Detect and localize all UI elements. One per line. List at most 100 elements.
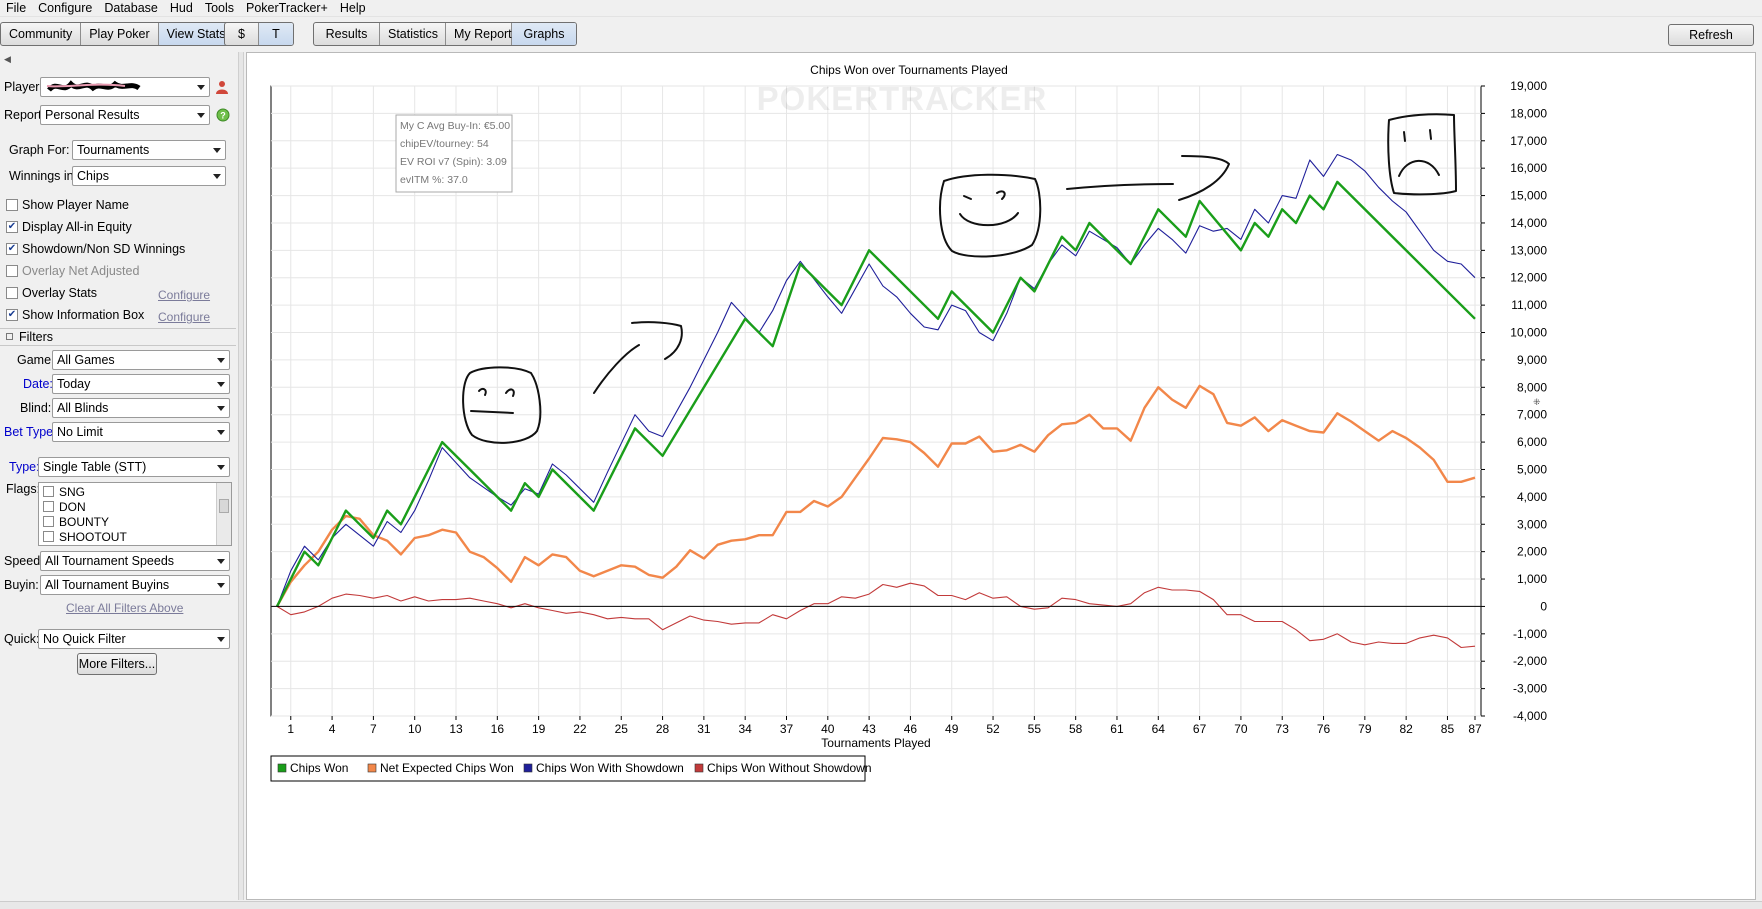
player-select[interactable]: [40, 77, 210, 97]
menu-tools[interactable]: Tools: [204, 1, 234, 15]
checkmark-icon[interactable]: ✔: [6, 243, 18, 255]
menu-pokertracker-[interactable]: PokerTracker+: [246, 1, 328, 15]
report-info-icon[interactable]: ?: [216, 108, 230, 122]
info-ev-roi: EV ROI v7 (Spin): 3.09: [400, 156, 507, 168]
y-tick-label: 9,000: [1517, 353, 1547, 367]
information-box[interactable]: My C Avg Buy-In: €5.00 chipEV/tourney: 5…: [395, 114, 513, 193]
quick-filter-select[interactable]: No Quick Filter: [38, 629, 230, 649]
type-select[interactable]: Single Table (STT): [38, 457, 230, 477]
menu-configure[interactable]: Configure: [38, 1, 93, 15]
play-poker-button[interactable]: Play Poker: [81, 23, 159, 45]
y-tick-label: 19,000: [1510, 79, 1547, 93]
flag-item[interactable]: BOUNTY: [39, 514, 231, 529]
flag-item[interactable]: SHOOTOUT: [39, 529, 231, 544]
x-tick-label: 37: [780, 722, 794, 736]
option-overlay-stats[interactable]: Overlay Stats: [6, 286, 97, 300]
axis-handle-icon[interactable]: ⁜: [1533, 397, 1541, 407]
tab-my-reports[interactable]: My Reports: [446, 23, 518, 45]
player-name-scribble-icon: [46, 80, 141, 92]
menu-database[interactable]: Database: [104, 1, 158, 15]
player-person-icon[interactable]: [215, 80, 229, 94]
blind-dropdown-arrow-icon: [217, 406, 225, 411]
legend-label: Chips Won With Showdown: [536, 761, 684, 775]
x-tick-label: 43: [862, 722, 876, 736]
quick-filter-select-value: No Quick Filter: [43, 632, 126, 646]
flag-label: SHOOTOUT: [59, 529, 127, 544]
x-tick-label: 31: [697, 722, 711, 736]
hand-drawn-doodles: [462, 113, 1457, 444]
chips-won-chart: Chips Won over Tournaments Played POKERT…: [270, 63, 1547, 782]
speed-select[interactable]: All Tournament Speeds: [40, 551, 230, 571]
menu-file[interactable]: File: [6, 1, 27, 15]
blind-label: Blind:: [20, 401, 52, 415]
flags-list[interactable]: SNG DON BOUNTY SHOOTOUT: [38, 482, 232, 546]
tournament-mode-button[interactable]: T: [259, 23, 293, 45]
menu-hud[interactable]: Hud: [169, 1, 193, 15]
checkbox[interactable]: [6, 199, 18, 211]
flat-arrow-doodle-icon: [1066, 155, 1230, 201]
graph-for-select[interactable]: Tournaments: [72, 140, 226, 160]
checkbox[interactable]: [43, 516, 54, 527]
bet-type-select[interactable]: No Limit: [52, 422, 230, 442]
collapse-left-arrow-icon[interactable]: ◀: [4, 54, 11, 64]
buyin-select[interactable]: All Tournament Buyins: [40, 575, 230, 595]
smiling-face-doodle-icon: [939, 173, 1042, 258]
view-stats-button[interactable]: View Stats: [158, 23, 234, 45]
report-label: Report:: [4, 108, 45, 122]
clear-filters-link[interactable]: Clear All Filters Above: [66, 601, 184, 615]
x-tick-label: 40: [821, 722, 835, 736]
report-select[interactable]: Personal Results: [40, 105, 210, 125]
series-line-net-expected-chips-won: [275, 384, 1476, 607]
y-tick-label: -1,000: [1513, 627, 1547, 641]
panel-splitter[interactable]: [238, 52, 244, 900]
checkbox[interactable]: [6, 287, 18, 299]
option-showdown-non-sd-winnings[interactable]: ✔ Showdown/Non SD Winnings: [6, 242, 185, 256]
information-box-configure-link[interactable]: Configure: [158, 310, 211, 324]
y-tick-label: 17,000: [1510, 134, 1547, 148]
x-tick-label: 52: [986, 722, 1000, 736]
winnings-in-select[interactable]: Chips: [72, 166, 226, 186]
y-tick-label: 0: [1540, 599, 1547, 613]
status-bar: [0, 901, 1762, 909]
community-button[interactable]: Community: [1, 23, 82, 45]
more-filters-button[interactable]: More Filters...: [77, 653, 157, 675]
refresh-button[interactable]: Refresh: [1668, 24, 1754, 46]
overlay-stats-configure-link[interactable]: Configure: [158, 288, 211, 302]
blind-select[interactable]: All Blinds: [52, 398, 230, 418]
x-tick-label: 58: [1069, 722, 1083, 736]
filters-section-header[interactable]: Filters: [0, 328, 236, 346]
checkbox[interactable]: [43, 531, 54, 542]
dollar-mode-button[interactable]: $: [225, 23, 259, 45]
series-line-chips-won-with-showdown: [276, 153, 1476, 607]
flags-scrollbar[interactable]: [216, 483, 231, 545]
option-display-all-in-equity[interactable]: ✔ Display All-in Equity: [6, 220, 132, 234]
x-tick-label: 28: [656, 722, 670, 736]
option-show-information-box[interactable]: ✔ Show Information Box: [6, 308, 144, 322]
y-tick-label: 7,000: [1517, 408, 1547, 422]
tab-statistics[interactable]: Statistics: [380, 23, 446, 45]
flag-item[interactable]: SNG: [39, 484, 231, 499]
legend-swatch: [277, 763, 287, 773]
checkbox[interactable]: [43, 501, 54, 512]
tab-results[interactable]: Results: [314, 23, 380, 45]
date-select[interactable]: Today: [52, 374, 230, 394]
checkmark-icon[interactable]: ✔: [6, 309, 18, 321]
checkmark-icon[interactable]: ✔: [6, 221, 18, 233]
game-select[interactable]: All Games: [52, 350, 230, 370]
x-tick-label: 70: [1234, 722, 1248, 736]
info-avg-buyin: My C Avg Buy-In: €5.00: [400, 120, 510, 132]
checkbox: [6, 265, 18, 277]
flags-scrollbar-thumb[interactable]: [219, 499, 229, 513]
game-dropdown-arrow-icon: [217, 358, 225, 363]
menu-help[interactable]: Help: [339, 1, 366, 15]
bet-type-select-value: No Limit: [57, 425, 103, 439]
bet-type-dropdown-arrow-icon: [217, 430, 225, 435]
option-show-player-name[interactable]: Show Player Name: [6, 198, 129, 212]
checkbox[interactable]: [43, 486, 54, 497]
date-select-value: Today: [57, 377, 91, 391]
chart-legend: Chips Won Net Expected Chips Won Chips Won…: [270, 755, 872, 782]
tab-graphs[interactable]: Graphs: [512, 23, 576, 45]
flag-item[interactable]: DON: [39, 499, 231, 514]
flag-label: DON: [59, 499, 86, 514]
type-select-value: Single Table (STT): [43, 460, 147, 474]
